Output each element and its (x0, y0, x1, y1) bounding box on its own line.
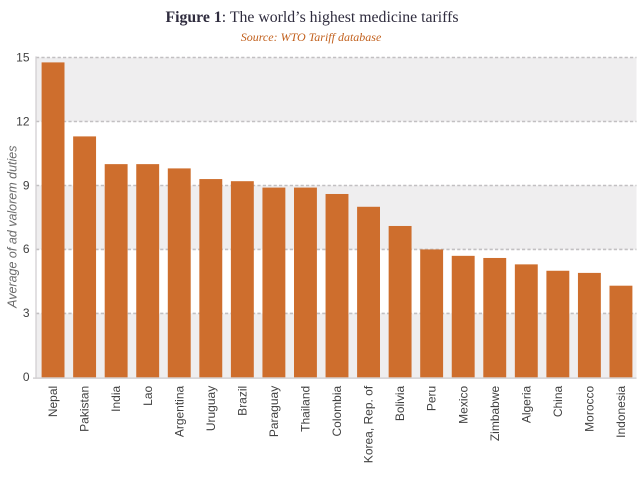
svg-text:China: China (551, 385, 565, 417)
svg-text:Bolivia: Bolivia (393, 385, 407, 421)
svg-text:12: 12 (16, 114, 30, 128)
svg-text:3: 3 (23, 306, 30, 320)
svg-text:Morocco: Morocco (582, 385, 596, 431)
svg-text:Zimbabwe: Zimbabwe (488, 385, 502, 441)
svg-text:Source: WTO Tariff database: Source: WTO Tariff database (241, 30, 382, 44)
svg-text:0: 0 (23, 370, 30, 384)
svg-text:Peru: Peru (425, 386, 439, 411)
svg-text:6: 6 (23, 242, 30, 256)
svg-text:15: 15 (16, 50, 30, 64)
svg-text:Paraguay: Paraguay (267, 386, 281, 437)
svg-text:Korea, Rep. of: Korea, Rep. of (362, 385, 376, 463)
svg-text:Uruguay: Uruguay (204, 386, 218, 431)
svg-text:Lao: Lao (141, 385, 155, 405)
svg-text:Algeria: Algeria (519, 385, 533, 423)
svg-text:Indonesia: Indonesia (614, 385, 628, 437)
svg-text:Argentina: Argentina (172, 385, 186, 437)
svg-text:Figure 1: The world’s highest: Figure 1: The world’s highest medicine t… (165, 9, 458, 26)
svg-text:9: 9 (23, 178, 30, 192)
svg-text:Mexico: Mexico (456, 385, 470, 423)
svg-text:India: India (109, 385, 123, 411)
svg-text:Thailand: Thailand (299, 386, 313, 432)
svg-text:Colombia: Colombia (330, 385, 344, 436)
svg-text:Average of ad valorem duties: Average of ad valorem duties (6, 146, 20, 309)
svg-text:Brazil: Brazil (235, 386, 249, 416)
svg-text:Pakistan: Pakistan (78, 386, 92, 432)
svg-text:Nepal: Nepal (46, 386, 60, 417)
